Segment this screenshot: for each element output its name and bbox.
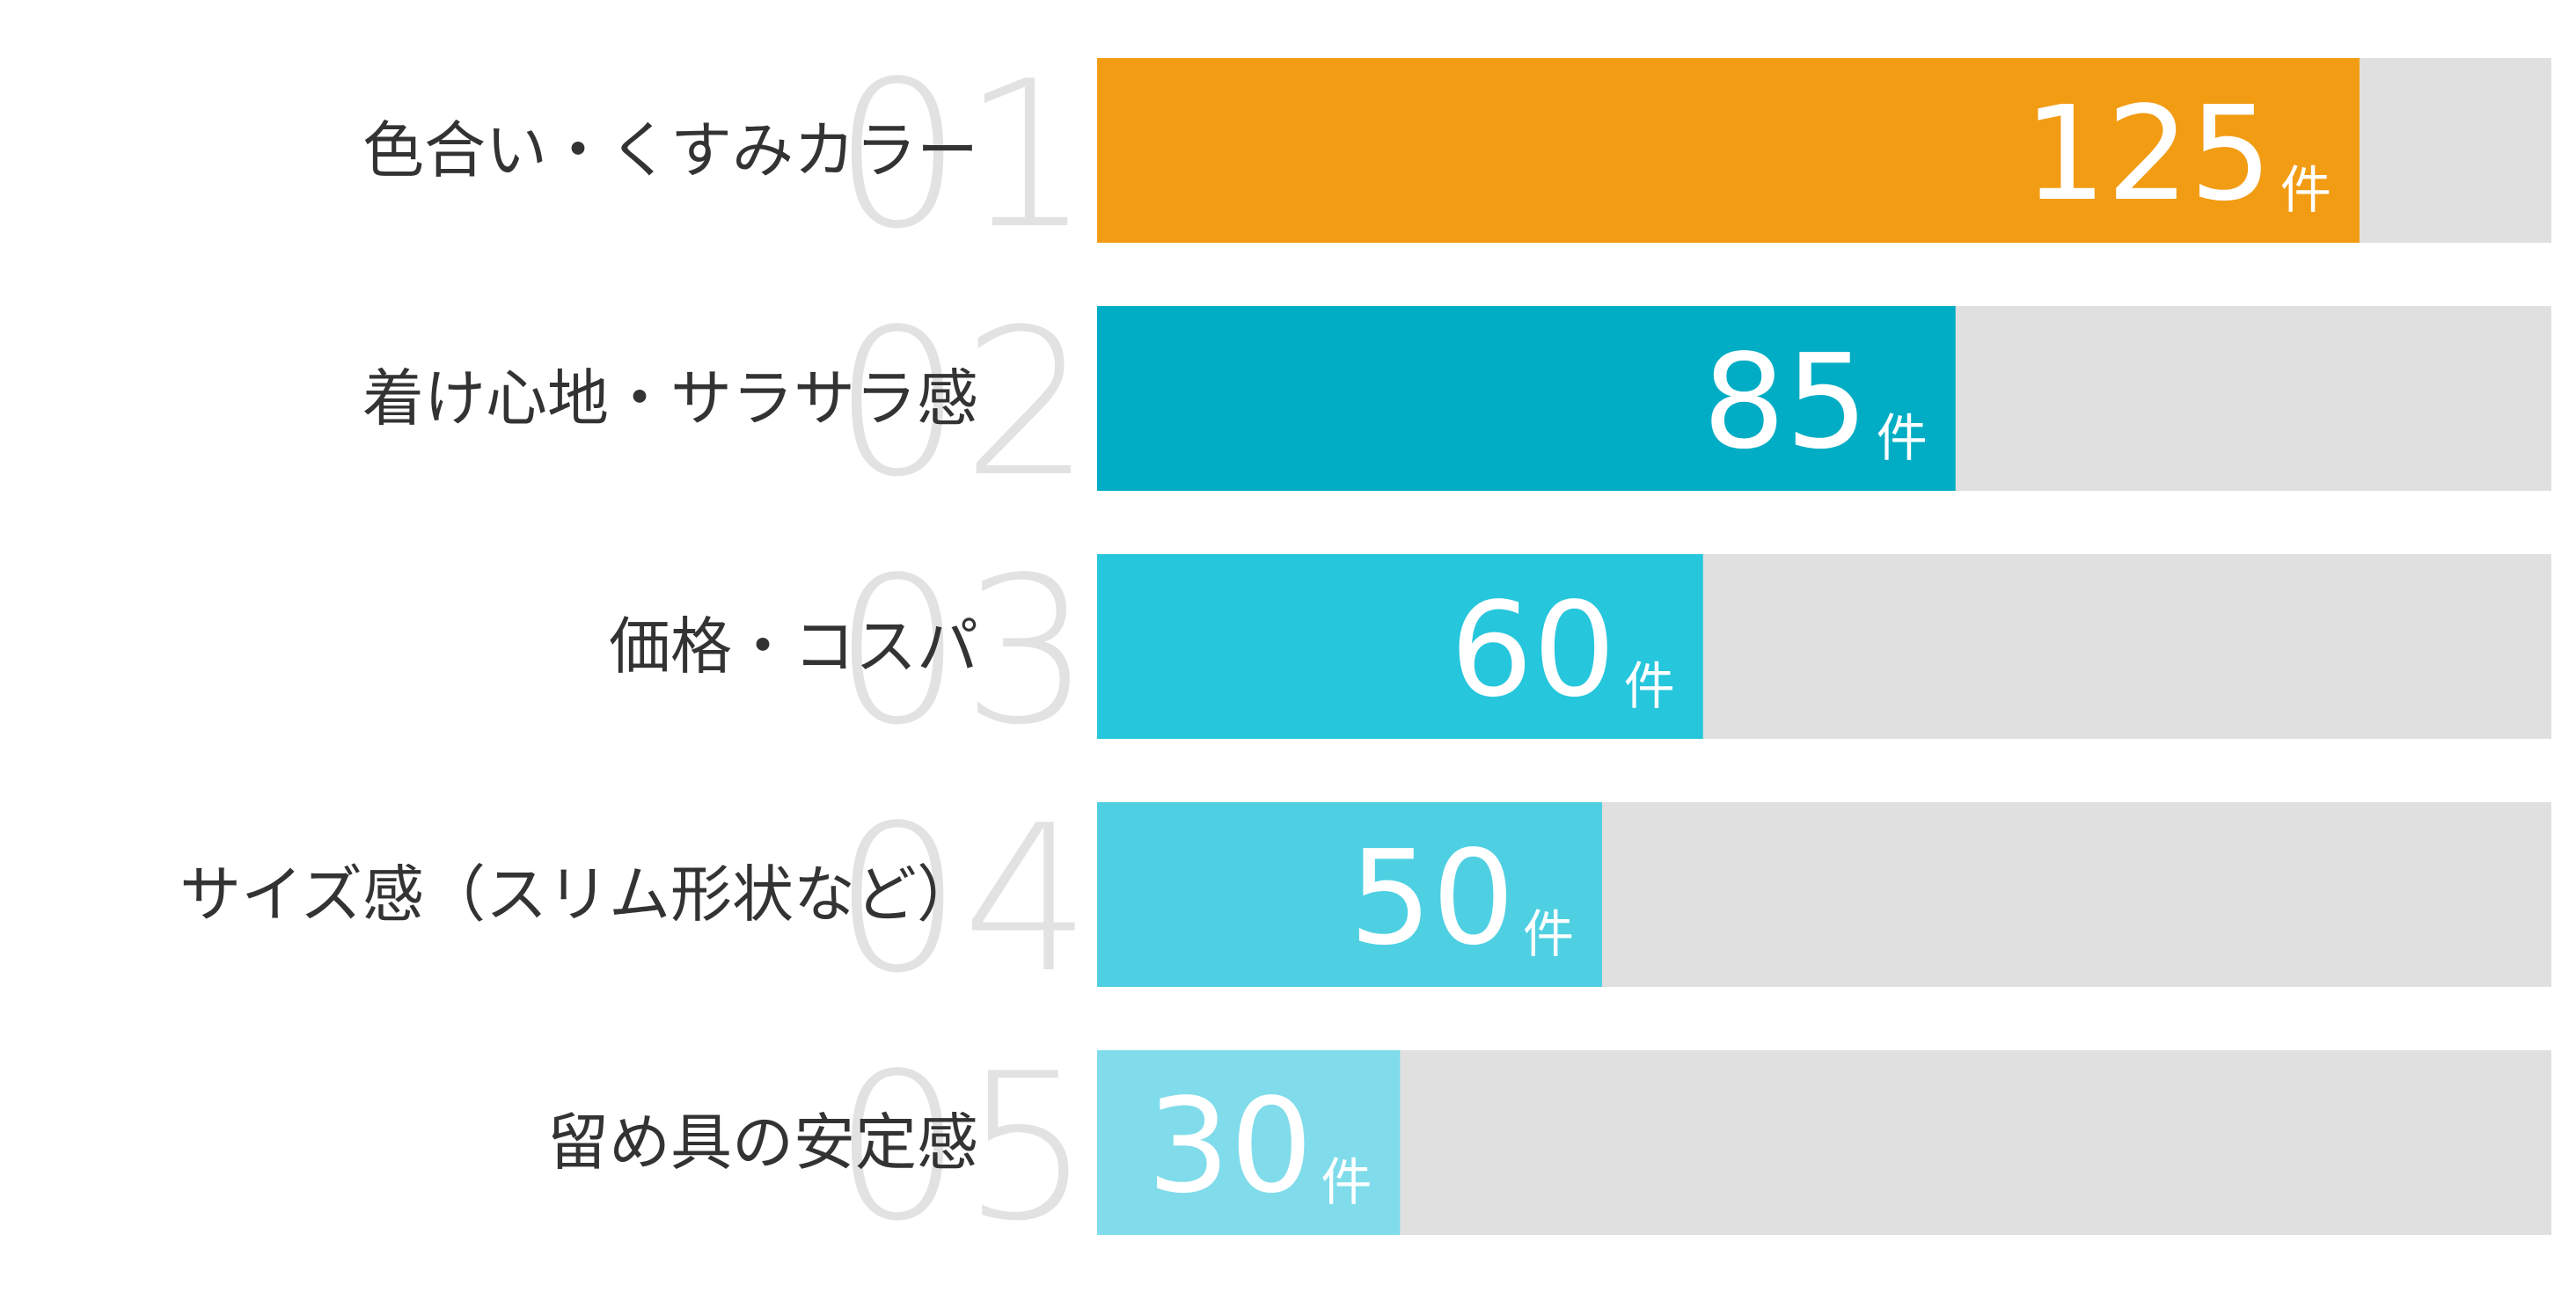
rank-number: 02 xyxy=(833,287,1091,522)
category-label: 色合い・くすみカラー xyxy=(362,114,978,186)
value-label: 85 xyxy=(1702,326,1868,478)
value-unit-label: 件 xyxy=(1321,1152,1372,1212)
value-label: 30 xyxy=(1147,1070,1313,1222)
bar xyxy=(1097,802,1602,987)
value-label: 60 xyxy=(1450,574,1615,726)
value-label: 50 xyxy=(1349,822,1514,974)
rank-number: 04 xyxy=(833,783,1091,1018)
bar xyxy=(1097,554,1703,739)
value-unit-label: 件 xyxy=(1624,656,1675,716)
bar xyxy=(1097,306,1956,491)
category-label: 価格・コスパ xyxy=(609,610,978,683)
rank-number: 03 xyxy=(833,535,1091,770)
rank-number: 01 xyxy=(833,39,1091,274)
value-unit-label: 件 xyxy=(1877,408,1928,468)
value-label: 125 xyxy=(2023,78,2272,230)
category-label: 着け心地・サラサラ感 xyxy=(362,362,978,435)
category-label: サイズ感（スリム形状など） xyxy=(179,858,978,931)
bar xyxy=(1097,58,2360,243)
value-unit-label: 件 xyxy=(1523,904,1574,964)
rank-number: 05 xyxy=(833,1031,1091,1266)
category-label: 留め具の安定感 xyxy=(547,1107,978,1179)
value-unit-label: 件 xyxy=(2280,160,2331,220)
bar xyxy=(1097,1050,1401,1235)
